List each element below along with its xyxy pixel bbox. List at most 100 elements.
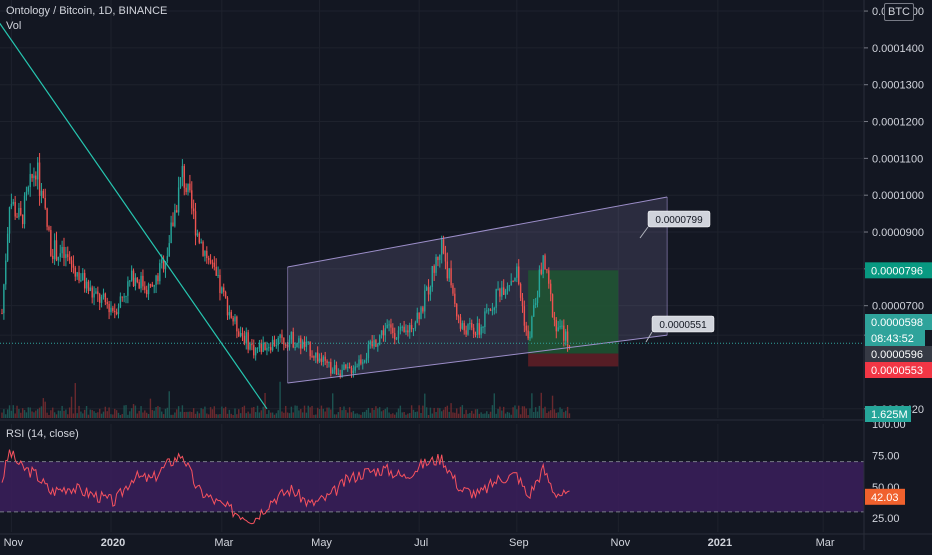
volume-bar [277, 410, 279, 418]
volume-bar [352, 410, 355, 418]
candle-body [450, 268, 452, 286]
candle-body [260, 342, 263, 352]
loss-zone [528, 353, 619, 367]
candle-body [6, 233, 9, 261]
volume-bar [516, 409, 518, 418]
volume-bar [112, 414, 114, 418]
candle-body [153, 284, 155, 287]
volume-bar [121, 414, 123, 418]
volume-bar [369, 412, 371, 418]
volume-bar [388, 412, 390, 418]
rsi-legend[interactable]: RSI (14, close) [6, 428, 79, 440]
candle-body [192, 208, 195, 212]
volume-bar [153, 410, 155, 418]
volume-bar [367, 407, 370, 418]
candle-body [162, 259, 165, 270]
volume-bar [215, 414, 217, 418]
candle-body [288, 339, 291, 348]
candle-body [553, 317, 556, 320]
candle-body [510, 281, 512, 286]
candle-body [18, 207, 20, 218]
volume-bar [144, 410, 146, 418]
candle-body [538, 269, 541, 297]
volume-bar [185, 411, 187, 418]
volume-bar [362, 412, 364, 418]
rsi-tick-label: 75.00 [872, 450, 900, 462]
candle-body [271, 339, 274, 351]
candle-body [444, 253, 447, 262]
volume-bar [467, 413, 469, 418]
candle-body [114, 310, 116, 313]
candle-body [551, 294, 554, 318]
volume-bar [57, 410, 60, 418]
candle-body [373, 340, 375, 347]
rsi-value-label: 42.03 [871, 492, 899, 504]
volume-bar [273, 414, 276, 418]
candle-body [487, 309, 490, 311]
volume-bar [27, 407, 30, 418]
volume-bar [486, 411, 488, 418]
candle-body [157, 275, 159, 282]
volume-bar [97, 412, 99, 418]
volume-bar [170, 414, 172, 418]
volume-bar [394, 414, 396, 418]
candle-body [241, 332, 244, 336]
volume-bar [542, 408, 544, 418]
currency-badge[interactable]: BTC [884, 3, 914, 21]
candle-body [469, 322, 471, 325]
price-tick-label: 0.0000700 [872, 301, 924, 313]
candle-body [106, 301, 108, 304]
time-tick-label: Jul [414, 537, 428, 549]
candle-body [217, 274, 219, 276]
volume-bar [285, 405, 287, 418]
candle-body [465, 330, 467, 335]
candle-body [239, 332, 242, 337]
candle-body [159, 263, 161, 282]
rsi-tick-label: 25.00 [872, 513, 900, 525]
volume-bar [100, 413, 103, 418]
candle-body [324, 356, 326, 361]
volume-bar [480, 412, 482, 418]
candle-body [354, 366, 356, 371]
volume-bar [416, 411, 418, 418]
volume-legend[interactable]: Vol [6, 20, 22, 32]
symbol-legend[interactable]: Ontology / Bitcoin, 1D, BINANCE [6, 5, 168, 17]
volume-bar [52, 407, 54, 418]
candle-body [258, 342, 261, 348]
candle-body [281, 334, 283, 338]
candle-body [142, 275, 144, 287]
candle-body [521, 297, 524, 307]
candle-body [512, 281, 514, 283]
volume-bar [365, 409, 368, 418]
volume-bar [437, 407, 439, 418]
volume-bar [204, 406, 206, 418]
candle-body [452, 285, 454, 294]
volume-bar [207, 414, 210, 418]
volume-bar [196, 411, 199, 418]
volume-bar [378, 407, 381, 418]
candle-body [226, 297, 229, 316]
volume-bar [332, 393, 334, 418]
volume-bar [211, 409, 214, 418]
candle-body [467, 324, 469, 335]
volume-bar [61, 405, 63, 418]
candle-body [405, 330, 407, 332]
candle-body [416, 312, 418, 323]
volume-bar [110, 414, 112, 418]
candle-body [266, 347, 268, 351]
volume-bar [76, 413, 78, 418]
volume-bar [262, 406, 264, 418]
candle-body [557, 327, 559, 332]
candle-body [296, 343, 298, 348]
candle-body [200, 241, 202, 243]
candle-body [132, 270, 135, 286]
volume-bar [386, 407, 388, 418]
candle-body [283, 337, 285, 345]
volume-bar [540, 392, 542, 418]
candle-body [531, 316, 533, 338]
volume-bar [50, 410, 52, 418]
volume-bar [258, 412, 261, 418]
volume-bar [68, 407, 71, 418]
volume-bar [559, 407, 561, 418]
